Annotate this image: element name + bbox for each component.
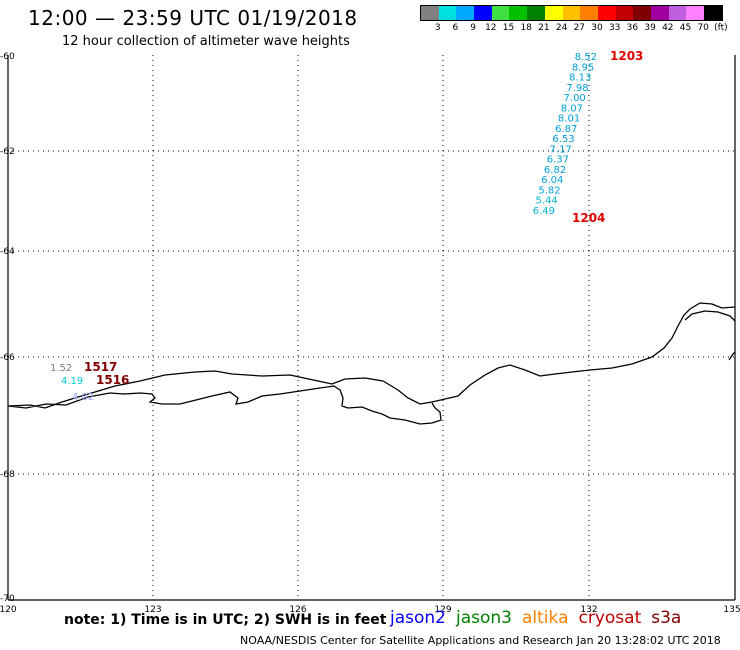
map-subtitle: 12 hour collection of altimeter wave hei… bbox=[62, 34, 350, 49]
pass-time-label: 1516 bbox=[96, 373, 129, 387]
wave-height-value: 6.04 bbox=[541, 175, 563, 186]
legend-label: 3 bbox=[434, 23, 441, 33]
legend-swatch bbox=[597, 6, 616, 20]
satellite-name: cryosat bbox=[578, 608, 642, 628]
wave-height-value: 8.13 bbox=[569, 73, 591, 84]
legend-swatch bbox=[456, 6, 475, 20]
lon-label: 132 bbox=[580, 605, 597, 615]
legend-label: 42 bbox=[662, 23, 674, 33]
legend-label: 30 bbox=[591, 23, 603, 33]
legend-label: 24 bbox=[555, 23, 568, 33]
wave-height-value: 8.52 bbox=[575, 52, 597, 63]
legend-label: 27 bbox=[573, 23, 586, 33]
legend-swatch bbox=[438, 6, 457, 20]
wave-height-value: 8.01 bbox=[558, 114, 580, 125]
legend-swatches bbox=[420, 5, 723, 21]
legend-label: 9 bbox=[470, 23, 476, 33]
legend-label: 12 bbox=[485, 23, 497, 33]
lon-label: 129 bbox=[434, 605, 451, 615]
legend-swatch bbox=[668, 6, 687, 20]
wave-height-value: 6.82 bbox=[544, 165, 566, 176]
map-frame bbox=[7, 55, 736, 601]
legend-swatch bbox=[615, 6, 634, 20]
lon-label: 120 bbox=[0, 605, 17, 615]
satellite-name: s3a bbox=[651, 608, 682, 628]
lat-label: -66 bbox=[0, 353, 15, 363]
legend-label: 33 bbox=[608, 23, 621, 33]
legend-label: 6 bbox=[452, 23, 459, 33]
wave-height-value: 5.44 bbox=[536, 196, 558, 207]
wave-height-value: 7.00 bbox=[564, 93, 586, 104]
legend-swatch bbox=[580, 6, 598, 20]
pass-time-label: 1517 bbox=[84, 360, 117, 374]
wave-height-value: 6.87 bbox=[555, 124, 577, 135]
wave-height-value: 6.49 bbox=[533, 206, 555, 217]
wave-height-value: 6.53 bbox=[552, 134, 574, 145]
legend-swatch bbox=[491, 6, 510, 20]
legend-label: 21 bbox=[538, 23, 550, 33]
legend-label: 45 bbox=[679, 23, 692, 33]
satellite-name: altika bbox=[522, 608, 569, 628]
map-title: 12:00 — 23:59 UTC 01/19/2018 bbox=[28, 6, 358, 30]
wave-height-value: 6.37 bbox=[547, 155, 569, 166]
antarctic-coastline bbox=[7, 302, 736, 425]
satellite-name: jason3 bbox=[456, 608, 512, 628]
legend-swatch bbox=[509, 6, 528, 20]
altimeter-track-a: 8.528.958.137.987.008.078.016.876.537.17… bbox=[533, 49, 644, 225]
legend-swatch bbox=[527, 6, 545, 20]
lon-label: 126 bbox=[289, 605, 306, 615]
longitude-labels: 120 123 126 129 132 135 bbox=[0, 605, 740, 615]
wave-height-value: 7.98 bbox=[566, 83, 588, 94]
lat-label: -68 bbox=[0, 470, 15, 480]
legend-label: 70 bbox=[697, 23, 709, 33]
footer-note: note: 1) Time is in UTC; 2) SWH is in fe… bbox=[64, 612, 387, 628]
wave-height-value: 7.17 bbox=[550, 144, 572, 155]
lat-label: -70 bbox=[0, 594, 15, 604]
lat-label: -60 bbox=[0, 52, 15, 62]
lat-label: -62 bbox=[0, 147, 15, 157]
legend-swatch bbox=[633, 6, 651, 20]
wave-height-value: 8.07 bbox=[561, 103, 583, 114]
wave-height-color-legend: 3 6 9 12 15 18 21 24 27 30 33 36 39 42 45 70 (ft) bbox=[420, 5, 728, 35]
satellite-legend: jason2 jason3 altika cryosat s3a bbox=[390, 608, 691, 628]
satellite-name: jason2 bbox=[390, 608, 446, 628]
graticule bbox=[8, 55, 735, 600]
legend-swatch bbox=[421, 6, 439, 20]
lon-label: 135 bbox=[723, 605, 740, 615]
legend-swatch bbox=[686, 6, 704, 20]
legend-label: 39 bbox=[644, 23, 656, 33]
wave-height-value: 4.02 bbox=[72, 392, 94, 403]
legend-label: 15 bbox=[502, 23, 515, 33]
wave-height-value: 5.82 bbox=[538, 185, 560, 196]
lat-label: -64 bbox=[0, 247, 15, 257]
pass-time-label: 1204 bbox=[572, 211, 605, 225]
legend-label: (ft) bbox=[714, 23, 728, 33]
legend-label: 36 bbox=[626, 23, 639, 33]
legend-labels: 3 6 9 12 15 18 21 24 27 30 33 36 39 42 45 70 (ft) bbox=[420, 23, 728, 35]
legend-swatch bbox=[704, 6, 722, 20]
wave-height-value: 4.19 bbox=[61, 376, 83, 387]
wave-height-value: 8.95 bbox=[572, 62, 594, 73]
pass-time-label: 1203 bbox=[610, 49, 643, 63]
legend-swatch bbox=[544, 6, 563, 20]
legend-swatch bbox=[650, 6, 669, 20]
latitude-labels: -60 -62 -64 -66 -68 -70 bbox=[0, 52, 15, 604]
lon-label: 123 bbox=[144, 605, 161, 615]
wave-height-value: 1.52 bbox=[50, 363, 72, 374]
legend-swatch bbox=[562, 6, 581, 20]
legend-label: 18 bbox=[520, 23, 532, 33]
legend-swatch bbox=[474, 6, 492, 20]
credit-line: NOAA/NESDIS Center for Satellite Applica… bbox=[240, 634, 721, 647]
